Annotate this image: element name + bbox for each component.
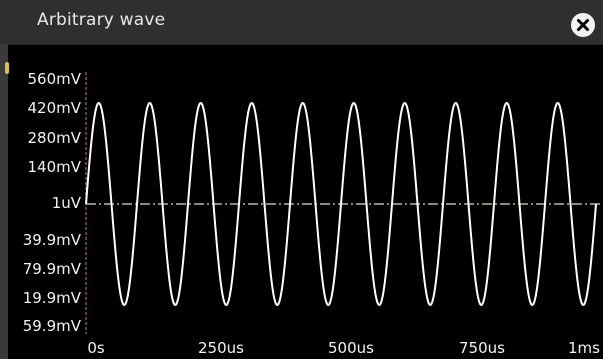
y-tick-label: 560mV [27,70,81,88]
x-axis-labels: 0s 250us 500us 750us 1ms [87,339,600,357]
y-tick-label: 79.9mV [23,260,82,278]
waveform-trace [85,101,597,307]
x-tick-label: 0s [87,339,105,357]
x-tick-label: 750us [459,339,505,357]
y-tick-label: 280mV [27,129,81,147]
y-tick-label: 1uV [52,194,82,212]
y-tick-label: 59.9mV [23,317,82,335]
x-tick-label: 500us [328,339,374,357]
close-icon[interactable] [571,13,595,37]
y-tick-label: 39.9mV [23,231,82,249]
window-title: Arbitrary wave [37,10,166,30]
x-tick-label: 250us [198,339,244,357]
y-tick-label: 420mV [27,99,81,117]
title-bar: Arbitrary wave [0,0,603,45]
y-tick-label: 140mV [27,158,81,176]
y-axis-labels: 560mV 420mV 280mV 140mV 1uV 39.9mV 79.9mV 19.9m… [23,70,82,335]
waveform-plot: 560mV 420mV 280mV 140mV 1uV 39.9mV 79.9mV 19.9m… [23,70,603,357]
x-tick-label: 1ms [568,339,600,357]
left-edge-bar [0,44,8,359]
y-tick-label: 19.9mV [23,289,82,307]
close-icon-glyph [577,19,589,31]
channel-indicator [5,62,9,74]
